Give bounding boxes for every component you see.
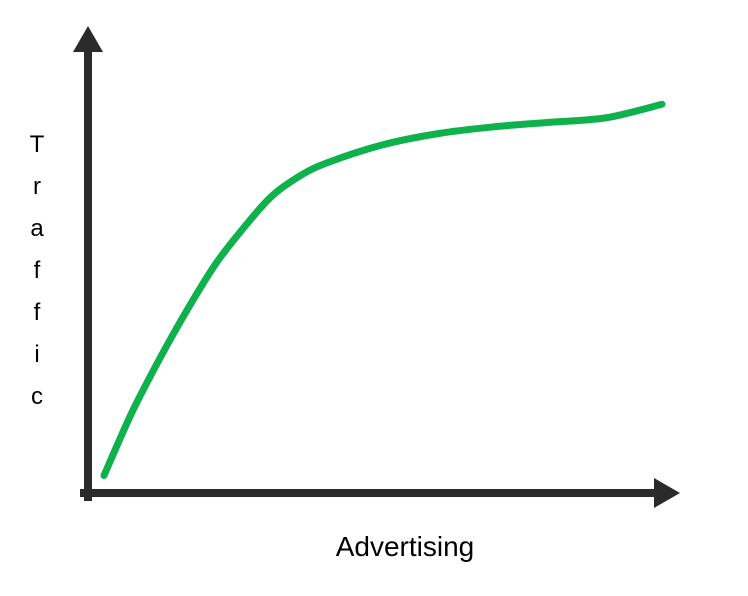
- x-axis-arrow-icon: [654, 478, 680, 508]
- series-line-0: [100, 100, 666, 479]
- y-axis-label-char: f: [34, 257, 41, 284]
- y-axis-label-char: f: [34, 299, 41, 326]
- y-axis-label-char: T: [30, 131, 45, 158]
- axes: [73, 26, 680, 508]
- y-axis-label-char: c: [31, 383, 43, 410]
- y-axis-label-char: r: [33, 173, 41, 200]
- series-layer: [100, 100, 666, 479]
- y-axis-label-char: a: [30, 215, 44, 242]
- x-axis-label: Advertising: [336, 531, 475, 562]
- y-axis-label-char: i: [34, 341, 39, 368]
- y-axis-arrow-icon: [73, 26, 103, 52]
